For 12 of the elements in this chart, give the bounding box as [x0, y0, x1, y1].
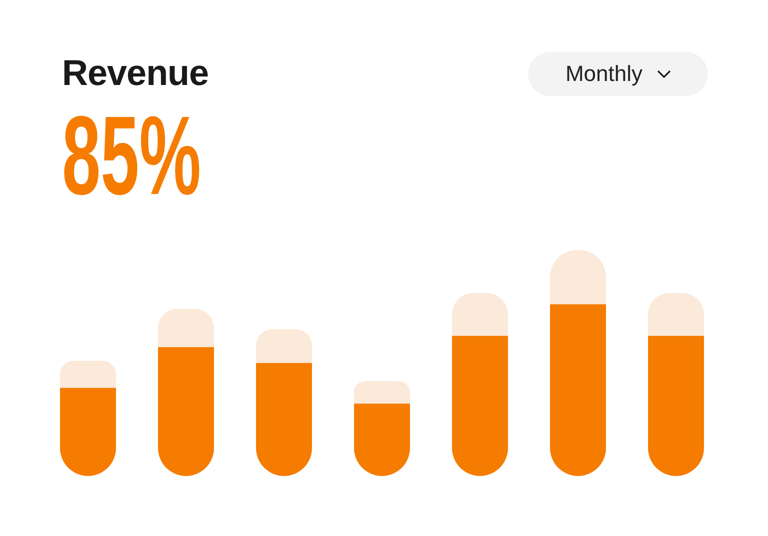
dropdown-field: Monthly	[528, 52, 708, 96]
chart-subtitle: 85%	[62, 93, 201, 218]
chart-title: Revenue	[62, 52, 209, 94]
bar	[550, 304, 606, 476]
bar	[256, 329, 312, 363]
bar	[256, 363, 312, 476]
bar	[158, 347, 214, 476]
bar	[60, 388, 116, 476]
bar	[354, 381, 410, 404]
bar	[648, 336, 704, 476]
bar	[60, 360, 116, 388]
bar	[452, 336, 508, 476]
